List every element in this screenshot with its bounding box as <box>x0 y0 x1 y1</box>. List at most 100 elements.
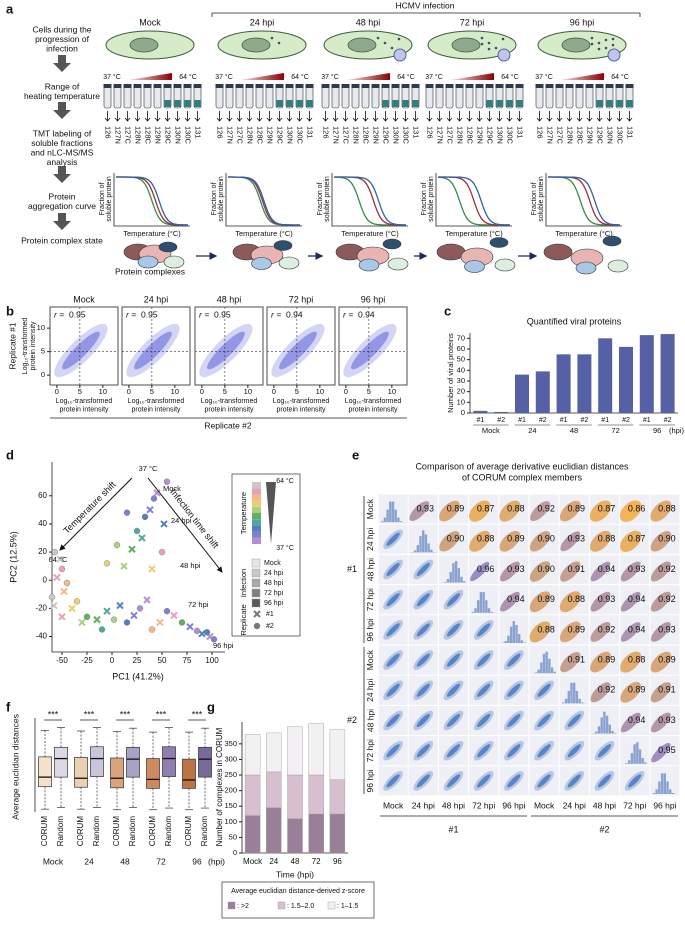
scatter-cloud <box>567 744 581 758</box>
correlation-ellipse <box>470 561 490 582</box>
down-arrow <box>134 111 141 122</box>
curve-xlabel: Temperature (°C) <box>445 229 503 238</box>
point <box>210 636 218 643</box>
group-label: 48 <box>570 426 578 435</box>
y-tick-label: -40 <box>35 632 47 641</box>
tube-cap <box>103 84 112 88</box>
tmt-label: 126 <box>216 126 225 139</box>
tmt-label: 128N <box>352 126 361 144</box>
group-label: Mock <box>43 856 64 866</box>
bar-segment <box>266 732 282 773</box>
box <box>110 757 124 789</box>
tube-cap <box>485 84 494 88</box>
column-label: 24 hpi <box>412 800 435 810</box>
down-arrow <box>436 111 443 122</box>
tube-cap <box>285 84 294 88</box>
stat-label: r = <box>126 309 136 319</box>
scatter-cloud <box>386 744 400 758</box>
pellet <box>174 100 181 107</box>
y-tick-label: 0 <box>233 848 237 857</box>
pellet <box>402 100 409 107</box>
bar <box>494 411 509 413</box>
tube-cap <box>235 84 244 88</box>
x-tick-label: 24 <box>269 857 278 866</box>
histogram-bar <box>509 626 513 643</box>
correlation-ellipse <box>620 712 641 733</box>
point <box>150 495 158 502</box>
temp-label: 64 °C <box>501 73 519 81</box>
correlation-ellipse <box>469 530 491 552</box>
x-axis-label: Log₁₀-transformed <box>56 398 113 405</box>
histogram-bar <box>548 658 551 674</box>
tmt-label: 129N <box>372 126 381 144</box>
point <box>73 598 81 605</box>
correlation-ellipse <box>619 500 642 522</box>
histogram-bar <box>446 579 450 583</box>
correlation-ellipse <box>620 530 642 552</box>
correlation-ellipse <box>530 501 551 522</box>
histogram-bar <box>553 671 556 674</box>
x-tick-label: #2 <box>539 417 547 424</box>
x-tick-label: 10 <box>388 387 396 396</box>
tmt-label: 129C <box>596 126 605 145</box>
correlation-label: 0.91 <box>568 564 586 574</box>
nucleus <box>129 37 159 53</box>
scatter-cloud <box>597 774 612 788</box>
step-label: Range of <box>45 81 80 91</box>
complex-subunit <box>602 235 622 247</box>
tube-cap <box>245 84 254 88</box>
y-tick-label: 20 <box>38 547 47 556</box>
panel-title: 72 hpi <box>289 294 314 304</box>
y-axis-label: Number of complexes in CORUM <box>215 727 224 846</box>
point <box>123 619 131 626</box>
legend-label: 72 hpi <box>264 590 284 597</box>
correlation-label: 0.96 <box>477 564 495 574</box>
tube-cap <box>401 84 410 88</box>
tube-cap <box>113 84 122 88</box>
x-axis-label: protein intensity <box>204 406 254 413</box>
down-arrow <box>236 111 243 122</box>
box <box>146 758 160 789</box>
point <box>98 626 106 633</box>
virion <box>604 46 608 50</box>
panel-label: e <box>352 447 359 462</box>
temp-label: 37 °C <box>535 73 553 81</box>
bar-segment <box>308 723 324 776</box>
correlation-label: 0.88 <box>507 503 525 513</box>
correlation-label: 0.88 <box>628 654 646 664</box>
r-value: 0.95 <box>141 309 158 319</box>
stat-label: r = <box>54 309 64 319</box>
tube <box>123 85 132 109</box>
row-label: 72 hpi <box>365 588 375 611</box>
bar <box>556 354 571 413</box>
tmt-label: 128C <box>256 126 265 145</box>
tube-cap <box>625 84 634 88</box>
histogram-bar <box>567 690 570 704</box>
x-axis-label: Log₁₀-transformed <box>273 398 330 405</box>
correlation-label: 0.94 <box>628 594 646 604</box>
scatter-cloud <box>446 593 461 607</box>
group-label: 48 <box>120 856 130 866</box>
correlation-ellipse <box>590 561 611 582</box>
tmt-label: 131 <box>626 126 635 139</box>
correlation-ellipse <box>650 651 672 673</box>
legend-swatch <box>252 482 261 489</box>
tmt-label: 127C <box>236 126 245 145</box>
point <box>83 613 91 621</box>
scatter-cloud <box>537 744 551 758</box>
pellet <box>626 100 633 107</box>
y-tick-label: 50 <box>229 832 237 841</box>
correlation-ellipse <box>529 531 551 552</box>
scatter-cloud <box>446 744 461 758</box>
x-tick-label: CORUM <box>184 816 193 847</box>
column-label: 48 hpi <box>593 800 616 810</box>
virion <box>480 36 484 40</box>
melting-curve <box>548 176 620 226</box>
histogram-bar <box>427 543 430 553</box>
down-arrow <box>586 111 593 122</box>
point <box>160 520 168 528</box>
point <box>178 619 186 626</box>
complex-label: Protein complexes <box>115 266 185 276</box>
tmt-label: 129N <box>586 126 595 144</box>
tmt-label: 128N <box>456 126 465 144</box>
